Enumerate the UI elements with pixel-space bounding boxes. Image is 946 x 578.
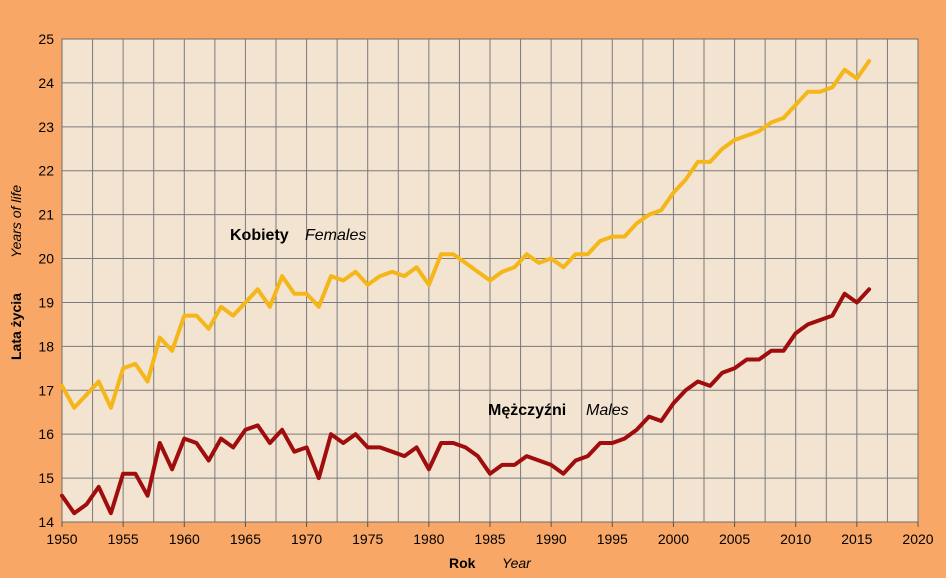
- grid-lines: [61, 38, 919, 523]
- x-tick-label: 2005: [719, 531, 750, 547]
- series-label-males: Mężczyźni: [488, 402, 566, 419]
- x-tick-label: 2010: [780, 531, 811, 547]
- y-tick-label: 22: [38, 163, 54, 179]
- y-tick-label: 20: [38, 251, 54, 267]
- x-tick-label: 1960: [169, 531, 200, 547]
- series-label-females-en: Females: [305, 227, 366, 244]
- y-tick-label: 25: [38, 31, 54, 47]
- x-tick-label: 1975: [352, 531, 383, 547]
- series-line-females: [60, 59, 872, 410]
- x-tick-label: 2015: [841, 531, 872, 547]
- y-tick-label: 23: [38, 119, 54, 135]
- x-tick-label: 1995: [597, 531, 628, 547]
- series-lines: [60, 59, 872, 516]
- series-label-males-en: Males: [586, 402, 629, 419]
- y-tick-label: 17: [38, 382, 54, 398]
- series-label-females: Kobiety: [230, 227, 289, 244]
- y-tick-label: 16: [38, 426, 54, 442]
- y-tick-label: 21: [38, 207, 54, 223]
- series-line-males: [60, 287, 872, 516]
- y-axis-title-en: Years of life: [8, 185, 24, 258]
- x-tick-label: 2020: [902, 531, 933, 547]
- x-axis-ticks: 1950 1955 1960 1965 1970 1975 1980 1985 1990 1995…: [46, 522, 934, 547]
- x-tick-label: 1965: [230, 531, 261, 547]
- x-tick-label: 1970: [291, 531, 322, 547]
- x-tick-label: 1990: [536, 531, 567, 547]
- x-axis-title-en: Year: [502, 555, 532, 571]
- x-tick-label: 2000: [658, 531, 689, 547]
- y-tick-label: 15: [38, 470, 54, 486]
- y-axis-title: Lata życia: [8, 293, 24, 360]
- x-tick-label: 1950: [46, 531, 77, 547]
- y-tick-label: 14: [38, 514, 54, 530]
- y-tick-label: 18: [38, 338, 54, 354]
- y-tick-label: 19: [38, 294, 54, 310]
- x-axis-title: Rok: [449, 555, 476, 571]
- y-tick-label: 24: [38, 75, 54, 91]
- x-tick-label: 1955: [108, 531, 139, 547]
- x-tick-label: 1985: [474, 531, 505, 547]
- x-tick-label: 1980: [413, 531, 444, 547]
- y-axis-ticks: 14 15 16 17 18 19 20 21 22 23 24 25: [38, 31, 54, 530]
